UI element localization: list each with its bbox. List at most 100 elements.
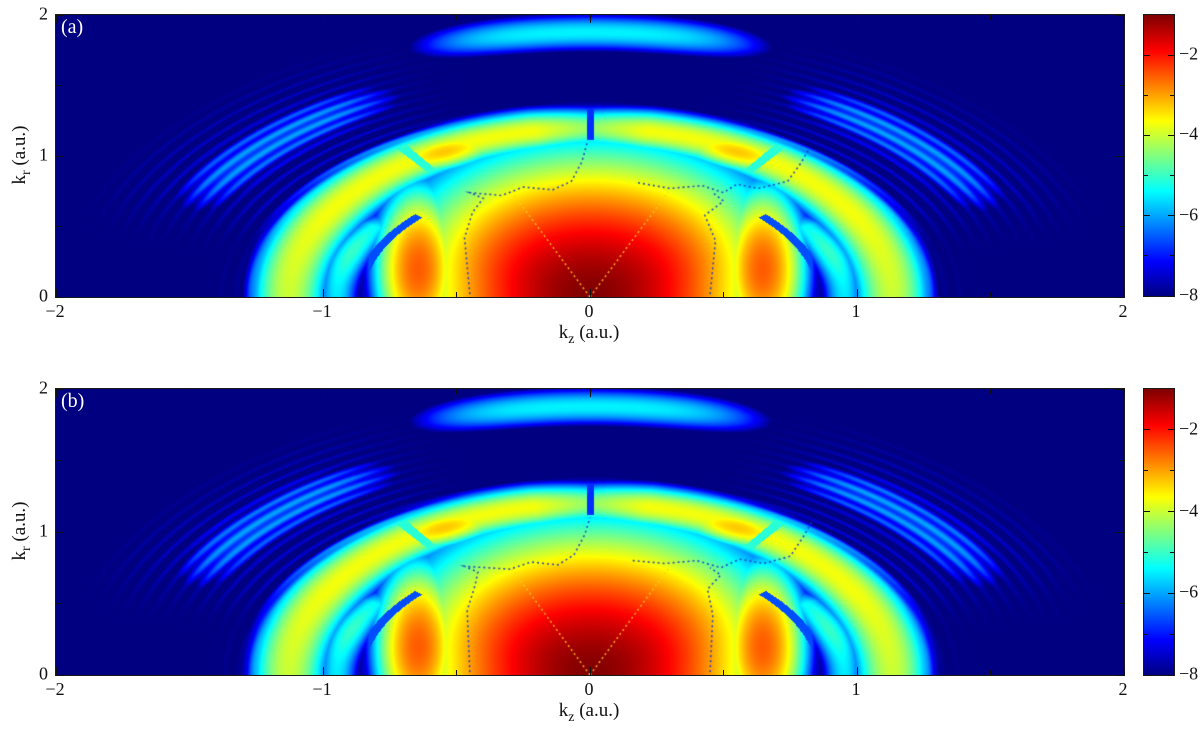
x-tick-label: 2 [1118,679,1128,699]
x-major-tick [589,15,591,23]
colorbar-tick-label: −4 [1179,123,1199,144]
x-axis-label-units: (a.u.) [574,322,620,343]
y-major-tick [1116,531,1124,533]
colorbar-tick [1144,633,1148,635]
y-axis-label-a: kr (a.u.) [9,125,35,184]
colorbar-tick [1168,295,1174,297]
x-minor-tick [189,389,190,394]
y-major-tick [56,388,64,390]
colorbar-tick [1144,470,1148,472]
y-tick-label: 2 [39,377,48,398]
x-major-tick [322,667,324,675]
x-major-tick [55,389,57,397]
y-axis-label-units: (a.u.) [9,501,31,547]
colorbar-canvas-a [1144,15,1174,296]
x-tick-label: 0 [584,301,594,321]
heatmap-canvas-b [56,389,1124,675]
x-minor-tick [990,292,991,297]
y-axis-label-symbol: k [9,175,31,185]
colorbar-tick [1144,592,1150,594]
x-minor-tick [189,670,190,675]
y-minor-tick [1119,460,1124,461]
colorbar-tick-label: −6 [1179,204,1199,225]
heatmap-panel-a: (a) [55,14,1125,298]
x-axis-label-subscript: z [568,331,575,347]
colorbar-tick [1168,54,1174,56]
colorbar-tick [1144,94,1148,96]
colorbar-tick [1144,175,1148,177]
x-tick-label: 2 [1118,301,1128,321]
colorbar-a [1143,14,1175,297]
colorbar-tick-label: −4 [1179,500,1199,521]
x-minor-tick [456,292,457,297]
y-axis-label-symbol: k [9,551,31,561]
y-minor-tick [1119,226,1124,227]
colorbar-tick [1144,429,1150,431]
x-minor-tick [990,15,991,20]
x-minor-tick [456,389,457,394]
colorbar-b [1143,388,1175,676]
x-major-tick [1123,667,1125,675]
y-tick-label: 1 [39,520,48,541]
colorbar-tick [1168,215,1174,217]
colorbar-canvas-b [1144,389,1174,675]
colorbar-tick [1144,551,1148,553]
y-major-tick [1116,155,1124,157]
colorbar-tick [1168,134,1174,136]
colorbar-tick [1170,255,1174,257]
colorbar-tick [1170,551,1174,553]
y-tick-label: 1 [39,144,48,165]
panel-label-b: (b) [61,390,85,412]
x-tick-label: 0 [584,679,594,699]
x-tick-label: −1 [312,301,332,321]
y-minor-tick [1119,85,1124,86]
colorbar-tick-label: −2 [1179,418,1199,439]
y-minor-tick [56,460,61,461]
x-major-tick [856,15,858,23]
x-minor-tick [456,15,457,20]
x-major-tick [1123,289,1125,297]
colorbar-tick [1168,511,1174,513]
x-axis-label-units: (a.u.) [574,700,620,721]
x-major-tick [589,289,591,297]
colorbar-tick [1168,674,1174,676]
y-minor-tick [1119,603,1124,604]
colorbar-tick [1170,94,1174,96]
y-tick-label: 0 [39,285,48,306]
x-minor-tick [723,292,724,297]
colorbar-tick [1144,54,1150,56]
x-major-tick [856,289,858,297]
y-axis-label-subscript: r [18,546,34,552]
y-major-tick [1116,14,1124,16]
y-minor-tick [56,85,61,86]
x-major-tick [856,389,858,397]
colorbar-tick [1144,674,1150,676]
x-tick-label: −2 [45,679,65,699]
x-axis-label-symbol: k [558,322,569,343]
colorbar-tick [1144,295,1150,297]
x-axis-label-b: kz (a.u.) [559,700,620,726]
x-axis-label-a: kz (a.u.) [559,322,620,348]
y-axis-label-subscript: r [18,170,34,176]
x-major-tick [322,389,324,397]
heatmap-canvas-a [56,15,1124,297]
colorbar-tick [1170,633,1174,635]
colorbar-tick [1144,215,1150,217]
x-axis-label-subscript: z [568,709,575,725]
x-tick-label: 1 [851,679,861,699]
colorbar-tick [1168,592,1174,594]
colorbar-tick-label: −8 [1179,663,1199,684]
colorbar-tick [1144,134,1150,136]
x-major-tick [1123,15,1125,23]
x-minor-tick [189,292,190,297]
colorbar-tick-label: −8 [1179,284,1199,305]
y-major-tick [56,155,64,157]
x-major-tick [1123,389,1125,397]
y-axis-label-units: (a.u.) [9,125,31,171]
y-axis-label-b: kr (a.u.) [9,501,35,560]
x-major-tick [55,15,57,23]
x-minor-tick [990,670,991,675]
y-major-tick [1116,674,1124,676]
colorbar-tick [1168,429,1174,431]
